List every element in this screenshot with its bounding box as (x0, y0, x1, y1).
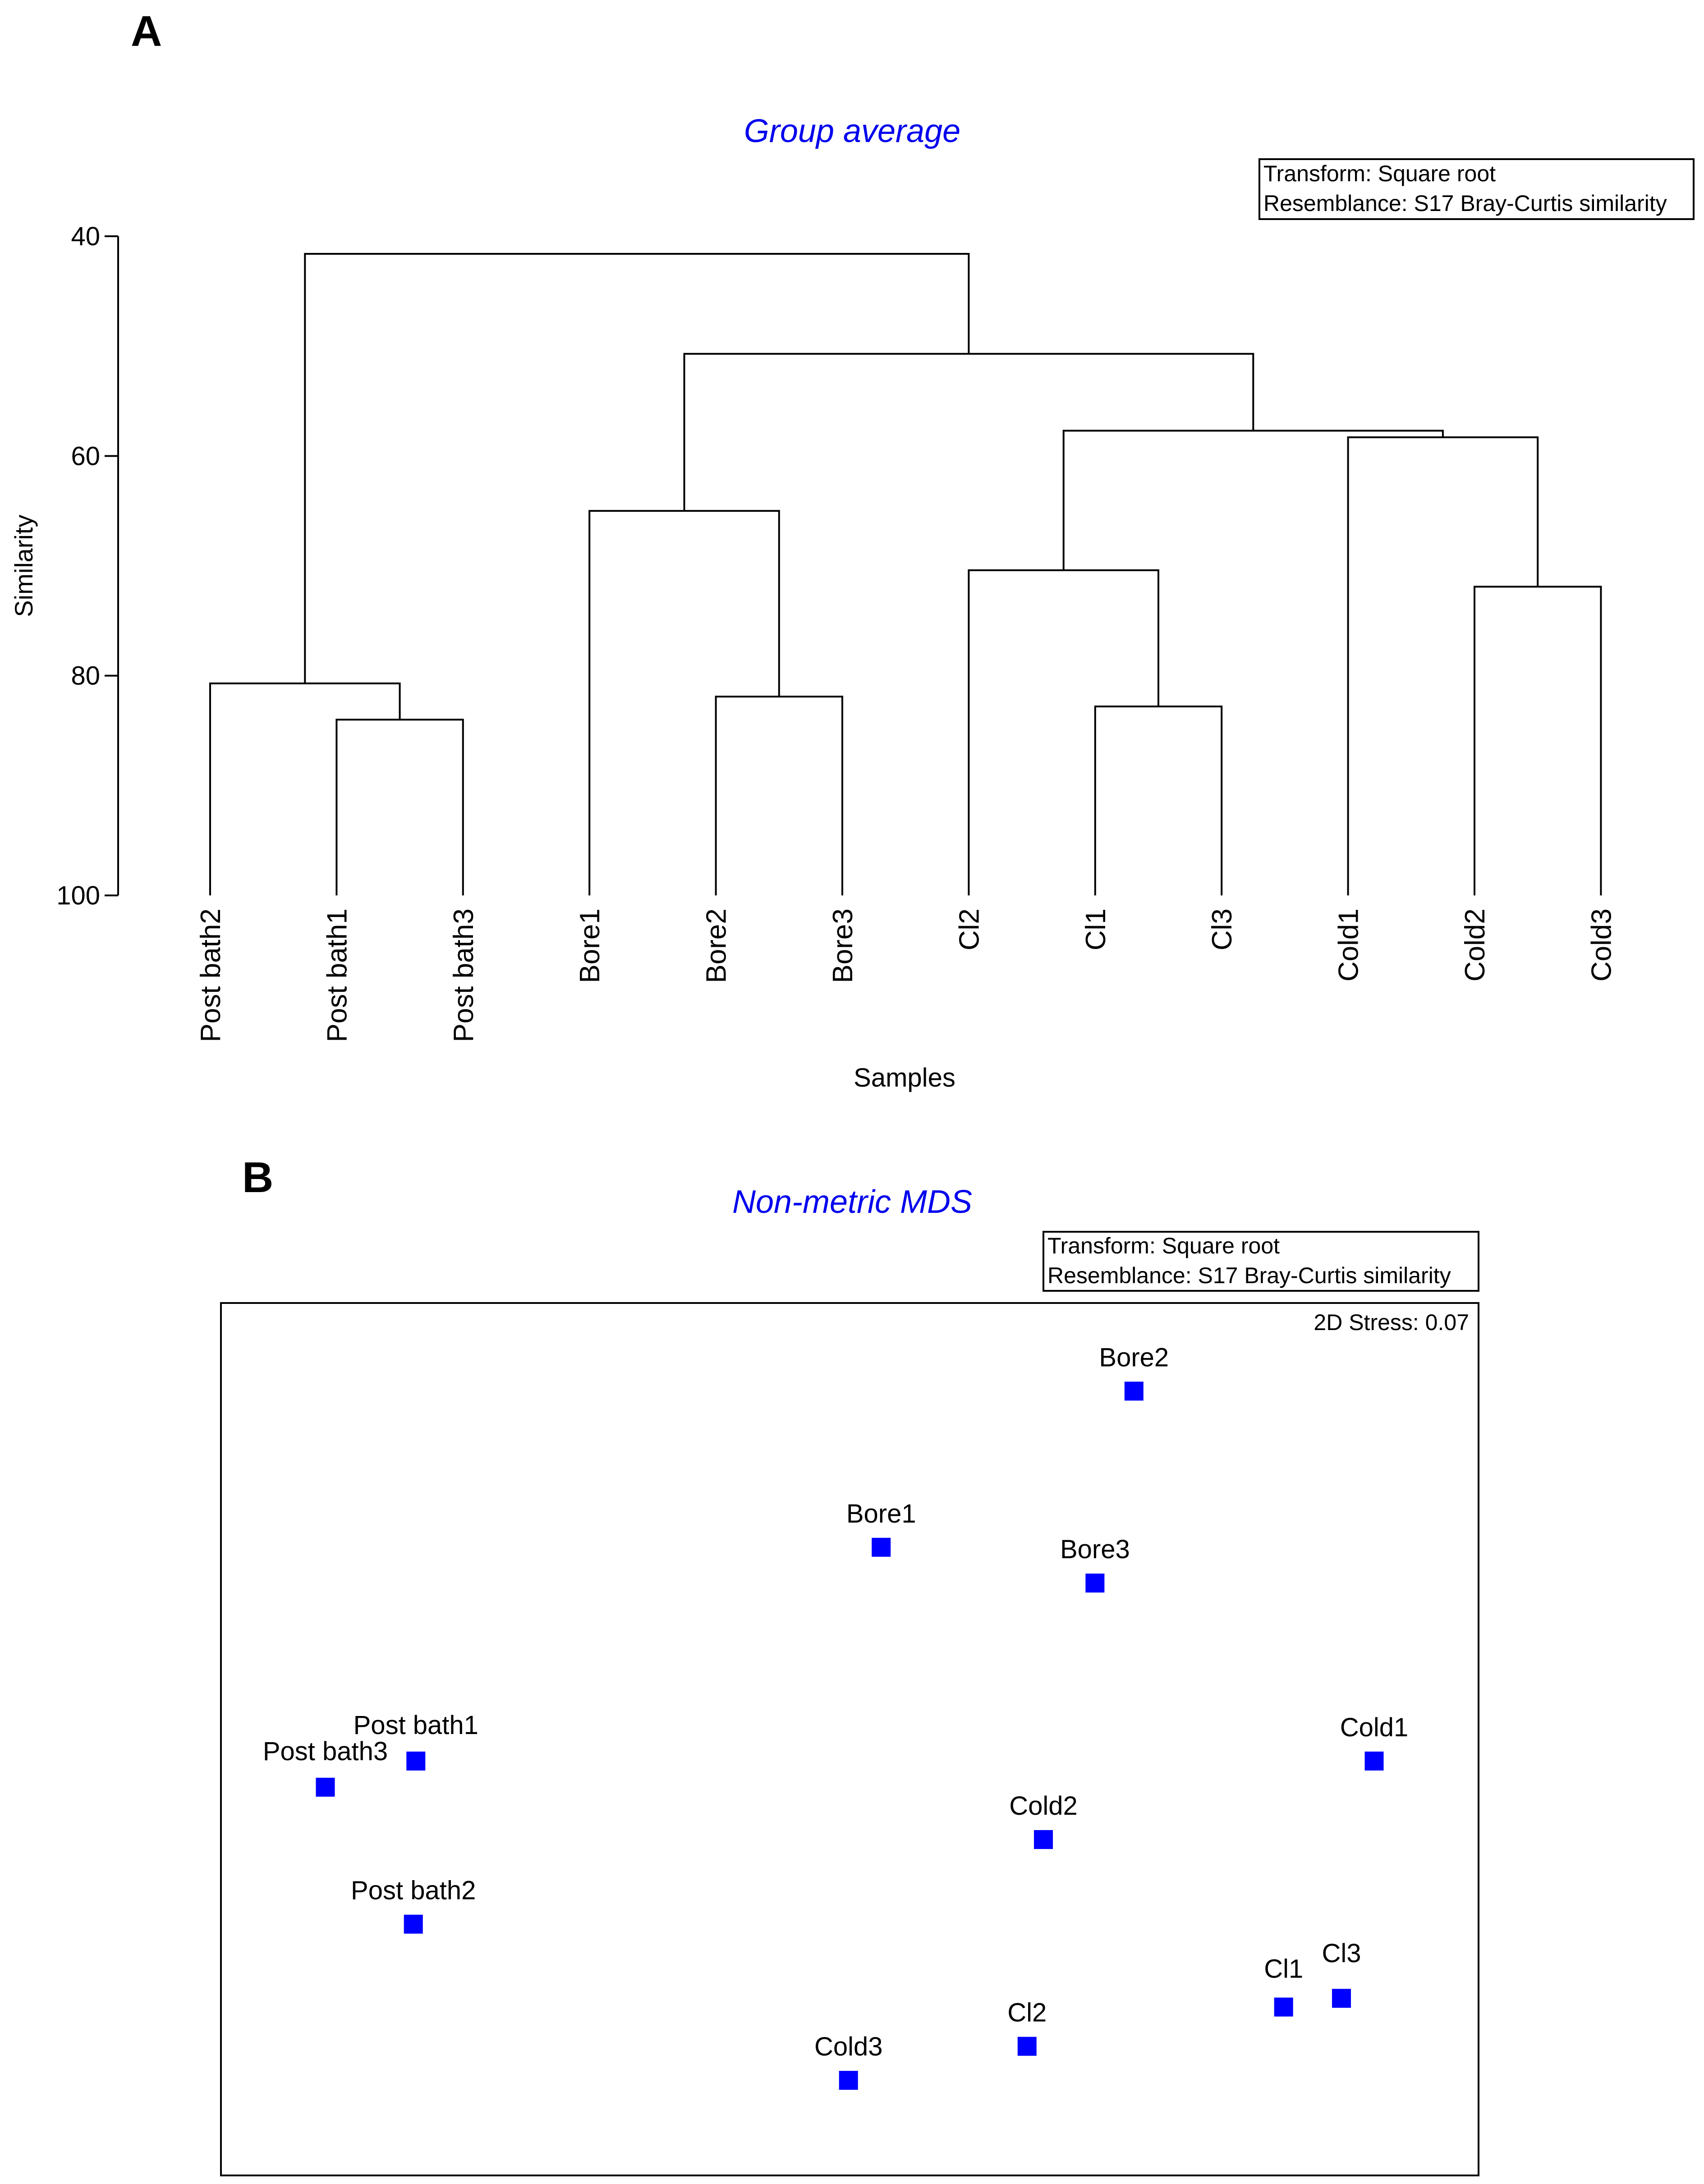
dendrogram-branch (1062, 430, 1444, 570)
leaf-label: Bore1 (574, 908, 606, 983)
dendrogram-leaf-labels: Post bath2 Post bath1 Post bath3 Bore1 Bore2… (195, 908, 1617, 1042)
mds-point-label: Post bath1 (354, 1711, 478, 1740)
mds-point-label: Post bath3 (263, 1737, 388, 1766)
mds-point (872, 1537, 891, 1557)
dendrogram-branch (304, 252, 970, 684)
dendrogram-legend-resemblance: Resemblance: S17 Bray-Curtis similarity (1263, 191, 1667, 216)
mds-point (1085, 1574, 1105, 1593)
dendrogram-branch (588, 510, 780, 895)
dendrogram-branch (1347, 436, 1539, 895)
y-tick-label: 80 (71, 661, 100, 691)
mds-point-label: Bore3 (1060, 1535, 1130, 1564)
leaf-label: Cl1 (1080, 908, 1112, 950)
dendrogram-branch (1094, 705, 1223, 895)
mds-point (1017, 2037, 1037, 2056)
leaf-label: Cold2 (1460, 908, 1491, 982)
dendrogram-branch (335, 719, 464, 895)
y-tick-label: 60 (71, 441, 100, 471)
leaf-label: Bore3 (827, 908, 859, 983)
y-tick-label: 40 (71, 222, 100, 251)
mds-point (316, 1777, 335, 1797)
mds-point-label: Bore2 (1099, 1343, 1169, 1372)
mds-legend-resemblance: Resemblance: S17 Bray-Curtis similarity (1047, 1263, 1451, 1288)
leaf-label: Cold3 (1586, 908, 1617, 982)
mds-point-label: Cold1 (1340, 1713, 1409, 1742)
leaf-label: Cl2 (954, 908, 985, 950)
dendrogram-legend-transform: Transform: Square root (1263, 161, 1496, 186)
mds-point (839, 2071, 858, 2090)
leaf-label: Post bath2 (195, 908, 226, 1042)
mds-point (1124, 1381, 1144, 1401)
leaf-label: Cold1 (1333, 908, 1364, 982)
dendrogram-x-axis-label: Samples (854, 1063, 955, 1092)
dendrogram-legend-box: Transform: Square root Resemblance: S17 … (1258, 158, 1695, 220)
leaf-label: Post bath3 (448, 908, 479, 1042)
mds-stress-label: 2D Stress: 0.07 (1314, 1310, 1469, 1335)
dendrogram-branches (209, 252, 1602, 895)
y-tick-label: 100 (56, 881, 100, 910)
mds-point-label: Cl2 (1007, 1998, 1047, 2028)
mds-point-label: Bore1 (846, 1499, 916, 1528)
mds-legend-box: Transform: Square root Resemblance: S17 … (1043, 1231, 1479, 1292)
mds-point-label: Cl3 (1322, 1939, 1361, 1968)
mds-point-label: Post bath2 (351, 1876, 476, 1905)
leaf-label: Bore2 (701, 908, 732, 983)
panel-b-mds: B Non-metric MDS Transform: Square root … (220, 1153, 1479, 2176)
leaf-label: Post bath1 (322, 908, 353, 1042)
dendrogram-y-axis: 40 60 80 100 (56, 222, 119, 910)
panel-a-dendrogram: A Group average Transform: Square root R… (9, 7, 1695, 1092)
dendrogram-y-axis-label: Similarity (9, 514, 38, 617)
mds-point-label: Cl1 (1264, 1955, 1303, 1984)
dendrogram-branch (1474, 586, 1602, 895)
panel-b-label: B (242, 1153, 273, 1202)
mds-point-label: Cold2 (1009, 1791, 1078, 1821)
dendrogram-branch (968, 569, 1159, 895)
mds-point-label: Cold3 (814, 2032, 883, 2061)
mds-point (1364, 1751, 1384, 1771)
mds-title: Non-metric MDS (732, 1184, 972, 1220)
mds-point (404, 1914, 423, 1934)
dendrogram-branch (209, 682, 401, 895)
mds-point (1332, 1989, 1351, 2008)
dendrogram-branch (715, 695, 843, 895)
mds-legend-transform: Transform: Square root (1047, 1233, 1280, 1258)
panel-a-label: A (131, 7, 162, 55)
mds-plot-frame (220, 1302, 1479, 2176)
dendrogram-title: Group average (744, 113, 960, 149)
dendrogram-branch (683, 353, 1254, 511)
mds-point (1034, 1830, 1053, 1849)
mds-point (1274, 1997, 1293, 2017)
mds-point (406, 1751, 426, 1771)
leaf-label: Cl3 (1207, 908, 1238, 950)
